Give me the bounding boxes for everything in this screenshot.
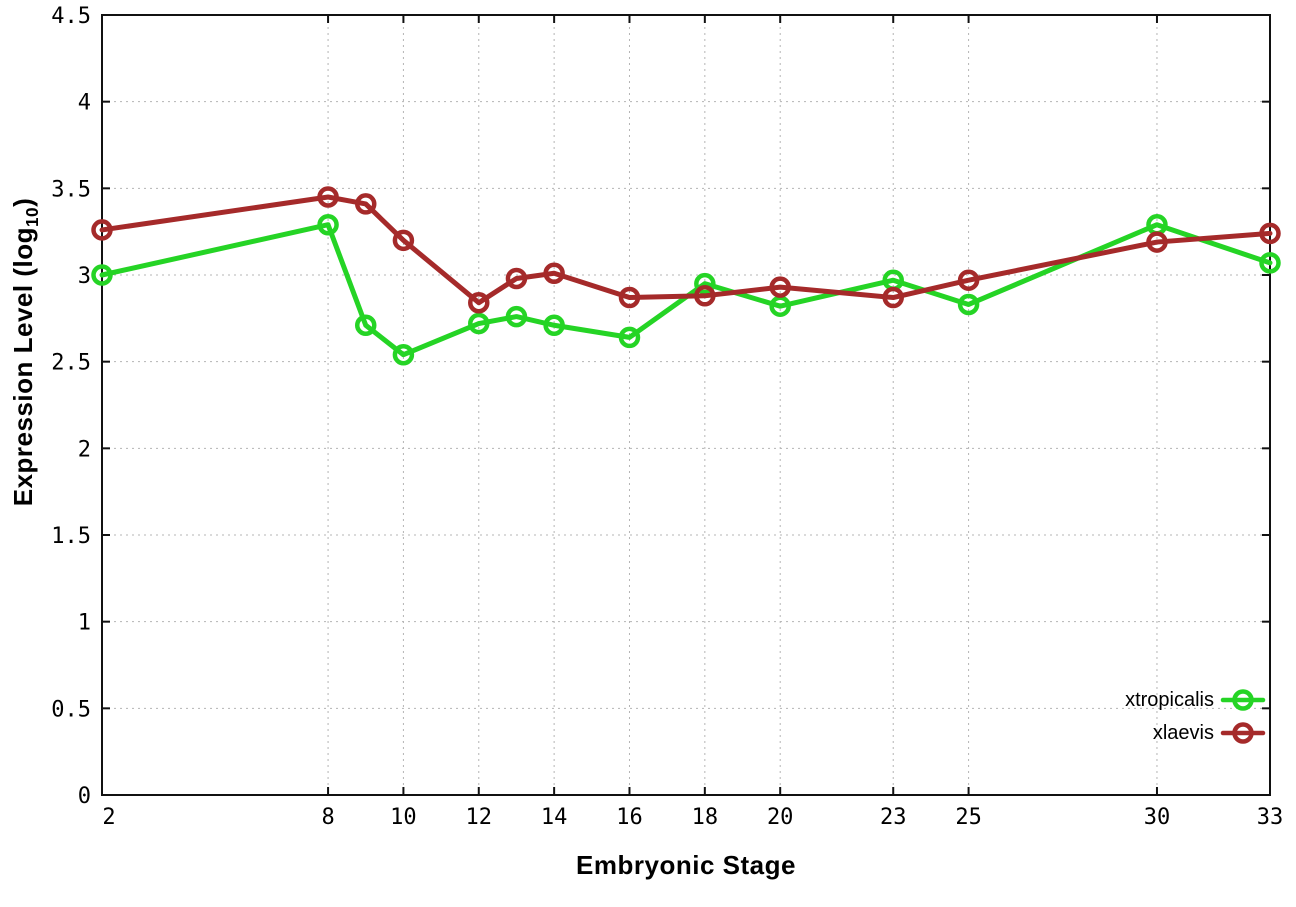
- legend-label: xtropicalis: [1125, 688, 1214, 711]
- data-point-xlaevis: [882, 286, 904, 309]
- data-point-xlaevis: [468, 291, 490, 314]
- y-tick-label: 0.5: [51, 697, 91, 722]
- y-tick-label: 4: [78, 91, 91, 116]
- x-tick-label: 14: [541, 805, 568, 830]
- data-point-xlaevis: [91, 219, 113, 241]
- data-point-xlaevis: [543, 262, 565, 285]
- x-tick-label: 20: [767, 805, 794, 830]
- y-tick-label: 1: [78, 611, 91, 636]
- y-tick-label: 3.5: [51, 177, 91, 202]
- data-point-xlaevis: [1146, 231, 1168, 253]
- line-point-marker-icon: [1220, 689, 1266, 711]
- data-point-xtropicalis: [618, 326, 641, 349]
- x-tick-label: 10: [390, 805, 417, 830]
- x-tick-label: 8: [321, 805, 334, 830]
- data-point-xlaevis: [392, 229, 415, 252]
- y-tick-label: 1.5: [51, 524, 91, 549]
- data-point-xtropicalis: [543, 314, 565, 337]
- data-point-xtropicalis: [354, 314, 377, 337]
- data-point-xtropicalis: [468, 312, 490, 335]
- data-point-xtropicalis: [694, 272, 716, 295]
- data-point-xlaevis: [317, 186, 339, 208]
- series-line-xtropicalis: [99, 222, 1273, 358]
- x-tick-label: 16: [616, 805, 643, 830]
- data-point-xtropicalis: [505, 305, 528, 328]
- y-axis-title-suffix: ): [8, 197, 38, 207]
- y-axis-title: Expression Level (log10): [8, 52, 48, 652]
- data-point-xtropicalis: [957, 293, 980, 316]
- data-point-xtropicalis: [317, 213, 339, 236]
- data-point-xlaevis: [505, 267, 528, 290]
- y-axis-title-text: Expression Level (log: [8, 227, 38, 507]
- data-point-xlaevis: [354, 193, 377, 215]
- data-point-xtropicalis: [392, 343, 415, 366]
- legend-label: xlaevis: [1152, 721, 1214, 744]
- y-tick-label: 2: [78, 437, 91, 462]
- x-tick-label: 25: [955, 805, 982, 830]
- y-tick-label: 2.5: [51, 351, 91, 376]
- data-point-xlaevis: [618, 286, 641, 309]
- data-point-xlaevis: [957, 269, 980, 291]
- x-tick-label: 33: [1257, 805, 1284, 830]
- x-tick-label: 2: [102, 805, 115, 830]
- x-tick-label: 30: [1144, 805, 1171, 830]
- x-axis-title: Embryonic Stage: [576, 850, 796, 880]
- plot-border: [101, 14, 1271, 796]
- y-tick-label: 0: [78, 784, 91, 809]
- y-tick-label: 3: [78, 264, 91, 289]
- legend: xtropicalis xlaevis: [1125, 685, 1266, 748]
- legend-item-xlaevis: xlaevis: [1153, 718, 1266, 748]
- y-axis-title-subscript: 10: [22, 206, 43, 228]
- data-point-xtropicalis: [1259, 252, 1281, 274]
- x-tick-label: 23: [880, 805, 907, 830]
- x-tick-label: 12: [466, 805, 493, 830]
- x-tick-label: 18: [692, 805, 719, 830]
- data-point-xlaevis: [769, 276, 791, 298]
- data-point-xlaevis: [1259, 222, 1281, 245]
- data-point-xlaevis: [694, 285, 716, 307]
- data-point-xtropicalis: [91, 264, 113, 286]
- y-tick-label: 4.5: [51, 4, 91, 29]
- legend-item-xtropicalis: xtropicalis: [1125, 685, 1266, 715]
- line-point-marker-icon: [1220, 722, 1266, 744]
